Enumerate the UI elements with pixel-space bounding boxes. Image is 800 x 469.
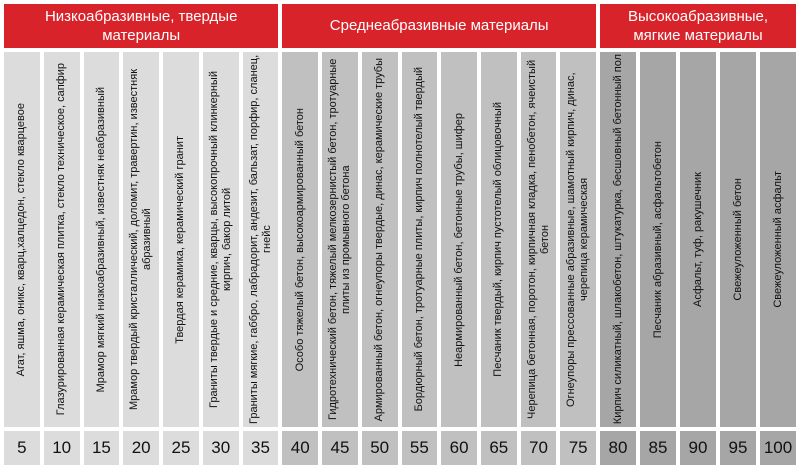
- material-column: Песчаник абразивный, асфальтобетон: [640, 52, 676, 427]
- material-label: Особо тяжелый бетон, высокоармированный …: [293, 107, 306, 372]
- material-group: Низкоабразивные, твердые материалы Агат, …: [4, 4, 279, 465]
- material-column: Кирпич силикатный, шлакобетон, штукатурк…: [600, 52, 636, 427]
- material-group: Среднеабразивные материалы Особо тяжелый …: [282, 4, 597, 465]
- material-column: Особо тяжелый бетон, высокоармированный …: [282, 52, 319, 427]
- material-column: Свежеуложенный бетон: [720, 52, 756, 427]
- value-cell: 50: [361, 431, 398, 465]
- value-cells-row: 5 10 15 20 25 30 35: [4, 431, 279, 465]
- material-column: Асфальт, туф, ракушечник: [680, 52, 716, 427]
- value-cell: 85: [640, 431, 676, 465]
- group-header: Низкоабразивные, твердые материалы: [4, 4, 279, 48]
- material-column: Мрамор твердый кристаллический, доломит,…: [123, 52, 160, 427]
- value-cell: 15: [83, 431, 120, 465]
- value-cell: 55: [401, 431, 438, 465]
- value-cell: 80: [600, 431, 636, 465]
- material-column: Черепица бетонная, поротон, кирпичная кл…: [520, 52, 557, 427]
- material-label: Свежеуложенный асфальт: [771, 171, 784, 308]
- material-column: Агат, яшма, оникс, кварц,халцедон, стекл…: [4, 52, 40, 427]
- material-label: Агат, яшма, оникс, кварц,халцедон, стекл…: [15, 102, 28, 377]
- group-header: Высокоабразивные, мягкие материалы: [600, 4, 796, 48]
- value-cell: 65: [480, 431, 517, 465]
- value-cell: 40: [282, 431, 319, 465]
- material-column: Граниты мягкие, габбро, лабрадорит, анде…: [242, 52, 279, 427]
- material-column: Свежеуложенный асфальт: [760, 52, 796, 427]
- material-label: Песчаник твердый, кирпич пустотелый обли…: [492, 102, 505, 377]
- material-label: Гидротехнический бетон, тяжелый мелкозер…: [326, 58, 352, 421]
- material-column: Мрамор мягкий низкоабразивный, известняк…: [83, 52, 120, 427]
- material-columns-row: Кирпич силикатный, шлакобетон, штукатурк…: [600, 52, 796, 427]
- value-cell: 90: [680, 431, 716, 465]
- material-column: Глазурированная керамическая плитка, сте…: [43, 52, 80, 427]
- material-label: Граниты мягкие, габбро, лабрадорит, анде…: [247, 54, 273, 425]
- value-cell: 35: [242, 431, 279, 465]
- material-label: Огнеупоры прессованные абразивные, шамот…: [565, 72, 591, 407]
- material-label: Мрамор мягкий низкоабразивный, известняк…: [94, 86, 107, 393]
- material-label: Бордюрный бетон, тротуарные плиты, кирпи…: [412, 67, 425, 412]
- value-cells-row: 40 45 50 55 60 65 70 75: [282, 431, 597, 465]
- value-cell: 20: [123, 431, 160, 465]
- value-cells-row: 80 85 90 95 100: [600, 431, 796, 465]
- material-label: Граниты твердые и средние, кварцы, высок…: [207, 71, 233, 408]
- material-column: Бордюрный бетон, тротуарные плиты, кирпи…: [401, 52, 438, 427]
- value-cell: 70: [520, 431, 557, 465]
- material-column: Песчаник твердый, кирпич пустотелый обли…: [480, 52, 517, 427]
- group-header: Среднеабразивные материалы: [282, 4, 596, 48]
- material-columns-row: Особо тяжелый бетон, высокоармированный …: [282, 52, 597, 427]
- value-cell: 30: [202, 431, 239, 465]
- material-column: Огнеупоры прессованные абразивные, шамот…: [560, 52, 597, 427]
- material-label: Глазурированная керамическая плитка, сте…: [55, 63, 68, 416]
- value-cell: 60: [441, 431, 477, 465]
- material-column: Граниты твердые и средние, кварцы, высок…: [202, 52, 239, 427]
- material-label: Свежеуложенный бетон: [731, 178, 744, 301]
- material-label: Твердая керамика, керамический гранит: [174, 135, 187, 344]
- value-cell: 95: [720, 431, 756, 465]
- material-label: Кирпич силикатный, шлакобетон, штукатурк…: [611, 54, 624, 425]
- value-cell: 25: [163, 431, 199, 465]
- material-column: Армированный бетон, огнеупоры твердые, д…: [361, 52, 398, 427]
- value-cell: 100: [760, 431, 796, 465]
- material-label: Асфальт, туф, ракушечник: [691, 172, 704, 307]
- material-columns-row: Агат, яшма, оникс, кварц,халцедон, стекл…: [4, 52, 279, 427]
- material-column: Неармированный бетон, бетонные трубы, ши…: [441, 52, 477, 427]
- material-label: Мрамор твердый кристаллический, доломит,…: [128, 68, 154, 411]
- material-label: Армированный бетон, огнеупоры твердые, д…: [373, 57, 386, 422]
- material-label: Песчаник абразивный, асфальтобетон: [651, 140, 664, 339]
- material-group: Высокоабразивные, мягкие материалы Кирпич…: [600, 4, 796, 465]
- material-label: Черепица бетонная, поротон, кирпичная кл…: [525, 59, 551, 420]
- value-cell: 10: [43, 431, 80, 465]
- material-column: Гидротехнический бетон, тяжелый мелкозер…: [322, 52, 358, 427]
- material-label: Неармированный бетон, бетонные трубы, ши…: [452, 112, 465, 367]
- value-cell: 5: [4, 431, 40, 465]
- value-cell: 75: [560, 431, 597, 465]
- material-column: Твердая керамика, керамический гранит: [163, 52, 199, 427]
- value-cell: 45: [322, 431, 358, 465]
